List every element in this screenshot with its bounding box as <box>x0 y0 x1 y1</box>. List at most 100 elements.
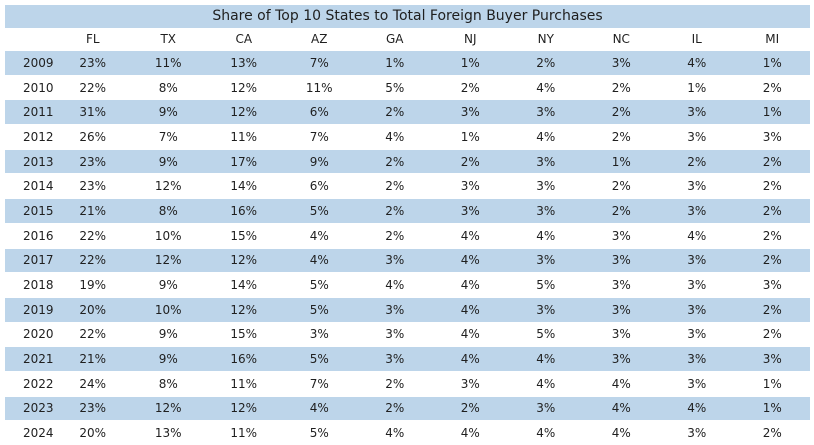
table-cell: 1% <box>735 100 811 125</box>
table-cell: 9% <box>131 149 207 174</box>
table-cell: 2% <box>735 75 811 100</box>
table-cell: 10% <box>131 297 207 322</box>
table-cell: 5% <box>282 347 358 372</box>
table-cell: 23% <box>55 174 131 199</box>
table-cell: 3% <box>659 100 735 125</box>
table-cell: 4% <box>282 396 358 421</box>
column-header: MI <box>735 28 811 51</box>
table-cell: 2% <box>357 371 433 396</box>
table-cell: 17% <box>206 149 282 174</box>
table-cell: 5% <box>508 322 584 347</box>
table-cell: 15% <box>206 223 282 248</box>
row-year-label: 2010 <box>5 75 55 100</box>
table-cell: 8% <box>131 75 207 100</box>
table-cell: 12% <box>206 396 282 421</box>
table-cell: 2% <box>433 396 509 421</box>
table-cell: 3% <box>508 174 584 199</box>
table-cell: 2% <box>357 149 433 174</box>
table-cell: 16% <box>206 347 282 372</box>
row-year-label: 2015 <box>5 199 55 224</box>
table-cell: 3% <box>508 396 584 421</box>
table-cell: 15% <box>206 322 282 347</box>
table-cell: 7% <box>282 371 358 396</box>
table-cell: 4% <box>508 125 584 150</box>
table-cell: 10% <box>131 223 207 248</box>
table-cell: 3% <box>584 51 660 76</box>
table-cell: 9% <box>131 273 207 298</box>
table-cell: 3% <box>357 297 433 322</box>
table-cell: 23% <box>55 149 131 174</box>
table-cell: 5% <box>282 199 358 224</box>
table-cell: 2% <box>584 125 660 150</box>
table-cell: 4% <box>433 223 509 248</box>
table-cell: 22% <box>55 75 131 100</box>
row-year-label: 2011 <box>5 100 55 125</box>
table-cell: 3% <box>584 223 660 248</box>
table-cell: 7% <box>282 51 358 76</box>
table-cell: 4% <box>433 322 509 347</box>
table-cell: 2% <box>584 174 660 199</box>
table-cell: 1% <box>735 396 811 421</box>
table-cell: 4% <box>659 51 735 76</box>
table-cell: 2% <box>357 174 433 199</box>
row-year-label: 2018 <box>5 273 55 298</box>
table-cell: 9% <box>282 149 358 174</box>
table-cell: 4% <box>659 223 735 248</box>
table-cell: 2% <box>357 100 433 125</box>
table-cell: 4% <box>584 421 660 445</box>
table-cell: 6% <box>282 174 358 199</box>
row-year-label: 2014 <box>5 174 55 199</box>
table-cell: 12% <box>131 248 207 273</box>
year-column-header <box>5 28 55 51</box>
table-cell: 31% <box>55 100 131 125</box>
table-cell: 3% <box>659 248 735 273</box>
table-cell: 5% <box>508 273 584 298</box>
table-cell: 4% <box>282 223 358 248</box>
table-cell: 2% <box>659 149 735 174</box>
table-cell: 3% <box>659 322 735 347</box>
table-cell: 4% <box>508 371 584 396</box>
table-cell: 3% <box>659 371 735 396</box>
table-cell: 13% <box>206 51 282 76</box>
table-cell: 3% <box>508 149 584 174</box>
row-year-label: 2023 <box>5 396 55 421</box>
column-header: NY <box>508 28 584 51</box>
table-cell: 6% <box>282 100 358 125</box>
column-header: FL <box>55 28 131 51</box>
table-cell: 3% <box>508 248 584 273</box>
table-cell: 4% <box>433 421 509 445</box>
column-header: NC <box>584 28 660 51</box>
table-cell: 9% <box>131 322 207 347</box>
table-cell: 1% <box>659 75 735 100</box>
table-cell: 3% <box>508 100 584 125</box>
table-cell: 2% <box>584 100 660 125</box>
table-cell: 4% <box>433 347 509 372</box>
column-header: NJ <box>433 28 509 51</box>
table-cell: 3% <box>584 347 660 372</box>
table-cell: 3% <box>659 347 735 372</box>
table-cell: 21% <box>55 199 131 224</box>
table-cell: 1% <box>735 371 811 396</box>
table-cell: 2% <box>735 421 811 445</box>
row-year-label: 2024 <box>5 421 55 445</box>
column-header: GA <box>357 28 433 51</box>
table-cell: 1% <box>357 51 433 76</box>
table-cell: 4% <box>508 75 584 100</box>
table-cell: 1% <box>433 51 509 76</box>
table-cell: 3% <box>659 297 735 322</box>
table-cell: 19% <box>55 273 131 298</box>
table-cell: 5% <box>282 297 358 322</box>
table-cell: 2% <box>735 248 811 273</box>
table-cell: 4% <box>357 273 433 298</box>
table-cell: 3% <box>584 322 660 347</box>
table-cell: 9% <box>131 100 207 125</box>
table-cell: 4% <box>357 125 433 150</box>
table-cell: 21% <box>55 347 131 372</box>
table-cell: 12% <box>131 396 207 421</box>
